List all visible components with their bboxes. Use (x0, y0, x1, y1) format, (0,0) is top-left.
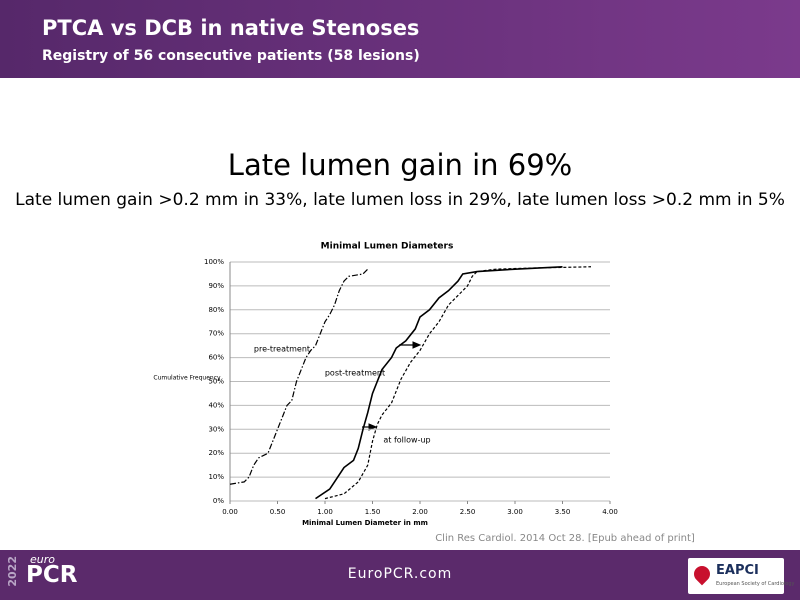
citation: Clin Res Cardiol. 2014 Oct 28. [Epub ahe… (435, 533, 695, 544)
partner-sub: European Society of Cardiology (716, 581, 795, 587)
x-tick-label: 2.50 (460, 508, 476, 516)
x-tick-label: 0.50 (270, 508, 286, 516)
x-tick-label: 0.00 (222, 508, 238, 516)
y-tick-label: 0% (213, 497, 224, 505)
y-tick-label: 60% (208, 354, 224, 362)
header-band (0, 0, 800, 78)
y-tick-label: 90% (208, 282, 224, 290)
footer-band (0, 550, 800, 600)
series-line (315, 265, 563, 500)
series-line (324, 266, 592, 500)
series-label: pre-treatment (254, 345, 310, 354)
logo-small: euro (30, 553, 55, 566)
partner-name: EAPCI (716, 563, 759, 578)
annotation-arrows (362, 341, 422, 431)
chart-title: Minimal Lumen Diameters (321, 242, 454, 252)
heart-icon (690, 562, 714, 586)
y-tick-label: 10% (208, 473, 224, 481)
slide-title: PTCA vs DCB in native Stenoses (42, 16, 420, 40)
x-tick-label: 4.00 (602, 508, 618, 516)
x-tick-label: 2.00 (412, 508, 428, 516)
x-tick-label: 1.50 (365, 508, 381, 516)
y-tick-label: 20% (208, 449, 224, 457)
x-tick-label: 1.00 (317, 508, 333, 516)
series-line (229, 268, 369, 485)
x-tick-label: 3.50 (555, 508, 571, 516)
series-label: at follow-up (383, 436, 430, 445)
series-label: post-treatment (325, 369, 385, 378)
subheadline: Late lumen gain >0.2 mm in 33%, late lum… (15, 190, 785, 210)
partner-logo-box: EAPCI European Society of Cardiology (688, 558, 795, 594)
x-tick-label: 3.00 (507, 508, 523, 516)
y-tick-label: 40% (208, 401, 224, 409)
y-tick-label: 80% (208, 306, 224, 314)
y-tick-label: 50% (208, 378, 224, 386)
logo-big: PCR (26, 562, 78, 588)
footer-url: EuroPCR.com (347, 566, 453, 582)
y-tick-label: 100% (204, 258, 224, 266)
y-axis-label: Cumulative Frequency (153, 375, 221, 382)
headline: Late lumen gain in 69% (227, 148, 573, 182)
chart: Minimal Lumen Diameters Cumulative Frequ… (153, 242, 695, 545)
y-tick-label: 70% (208, 330, 224, 338)
slide-subtitle: Registry of 56 consecutive patients (58 … (42, 48, 420, 64)
y-tick-label: 30% (208, 425, 224, 433)
x-axis-label: Minimal Lumen Diameter in mm (302, 519, 428, 527)
